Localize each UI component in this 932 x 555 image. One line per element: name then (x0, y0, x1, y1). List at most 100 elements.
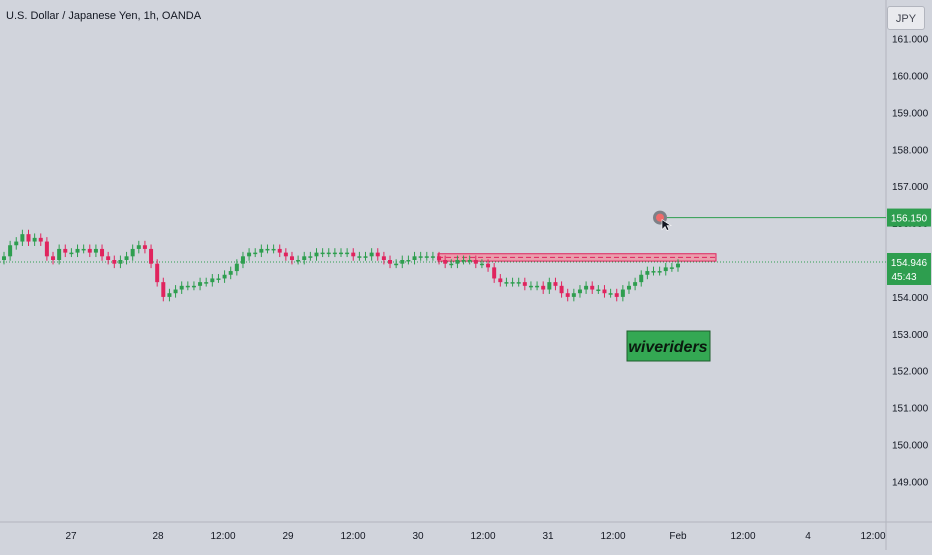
candle-body (369, 252, 374, 257)
candle-body (467, 260, 472, 262)
candle-body (185, 285, 190, 288)
candle-body (498, 278, 503, 283)
candle-body (38, 237, 43, 242)
candle-body (492, 267, 497, 279)
candle-body (161, 282, 166, 297)
candle-body (430, 256, 435, 258)
candle-body (167, 293, 172, 297)
candle-body (142, 245, 147, 249)
candle-body (20, 234, 25, 242)
candle-body (155, 263, 160, 283)
candle-body (57, 248, 62, 260)
candle-body (210, 278, 215, 283)
x-tick-label: 12:00 (600, 531, 625, 542)
candle-body (559, 285, 564, 294)
y-tick-label: 150.000 (892, 441, 929, 452)
candle-body (571, 293, 576, 297)
candle-body (271, 248, 276, 251)
candle-body (222, 274, 227, 279)
candle-body (522, 282, 527, 286)
candle-body (63, 248, 68, 253)
x-tick-label: Feb (669, 531, 687, 542)
candle-body (614, 293, 619, 297)
candle-body (93, 248, 98, 253)
candle-body (590, 285, 595, 290)
current-price-label: 154.946 (891, 258, 928, 269)
candle-body (332, 252, 337, 255)
candle-body (191, 285, 196, 288)
candle-body (486, 263, 491, 268)
candle-body (106, 256, 111, 260)
watermark-badge (626, 330, 711, 362)
candle-body (461, 260, 466, 262)
candle-body (535, 285, 540, 288)
candle-body (179, 285, 184, 290)
candle-body (541, 285, 546, 290)
candle-body (406, 260, 411, 262)
candle-body (277, 248, 282, 253)
candle-body (504, 282, 509, 284)
y-tick-label: 149.000 (892, 477, 929, 488)
candle-body (620, 289, 625, 297)
candle-body (81, 248, 86, 251)
x-tick-label: 28 (152, 531, 164, 542)
candle-body (136, 245, 141, 249)
candle-body (351, 252, 356, 257)
candle-body (339, 252, 343, 255)
candle-body (516, 282, 521, 284)
candle-body (302, 256, 307, 260)
candle-body (204, 282, 209, 284)
candle-body (479, 263, 484, 266)
candle-body (553, 282, 558, 286)
y-tick-label: 159.000 (892, 108, 929, 119)
candle-body (608, 293, 613, 295)
candle-body (296, 260, 301, 262)
candle-body (283, 252, 288, 257)
candle-body (577, 289, 582, 294)
candle-body (130, 248, 135, 257)
cursor-icon (661, 219, 672, 231)
x-tick-label: 12:00 (210, 531, 235, 542)
candle-body (326, 252, 331, 255)
candle-body (32, 237, 37, 242)
candle-body (100, 248, 105, 257)
candle-body (87, 248, 92, 253)
candle-body (424, 256, 429, 258)
candle-body (253, 252, 258, 255)
candle-body (473, 260, 478, 264)
candle-body (375, 252, 380, 257)
candle-body (510, 282, 515, 284)
candle-body (8, 245, 13, 257)
candle-body (455, 260, 460, 264)
candle-body (228, 271, 233, 275)
candle-body (651, 271, 656, 273)
candle-body (173, 289, 178, 294)
candle-body (394, 263, 399, 266)
x-tick-label: 29 (282, 531, 294, 542)
y-tick-label: 154.000 (892, 293, 929, 304)
candle-body (265, 248, 270, 251)
candle-body (547, 282, 552, 290)
chart-title: U.S. Dollar / Japanese Yen, 1h, OANDA (6, 10, 202, 22)
candle-body (14, 241, 19, 246)
candle-body (381, 256, 386, 260)
candle-body (443, 260, 448, 264)
candle-body (259, 248, 264, 253)
y-tick-label: 153.000 (892, 330, 929, 341)
y-tick-label: 160.000 (892, 72, 929, 83)
x-tick-label: 12:00 (730, 531, 755, 542)
candle-body (596, 289, 601, 292)
x-tick-label: 12:00 (470, 531, 495, 542)
currency-button[interactable]: JPY (887, 6, 925, 30)
candle-body (418, 256, 423, 258)
x-tick-label: 12:00 (340, 531, 365, 542)
candle-body (565, 293, 570, 297)
candle-body (676, 263, 680, 268)
candle-body (602, 289, 607, 294)
candle-body (240, 256, 245, 264)
candle-body (26, 234, 31, 242)
candle-body (44, 241, 49, 257)
candle-body (2, 256, 6, 260)
